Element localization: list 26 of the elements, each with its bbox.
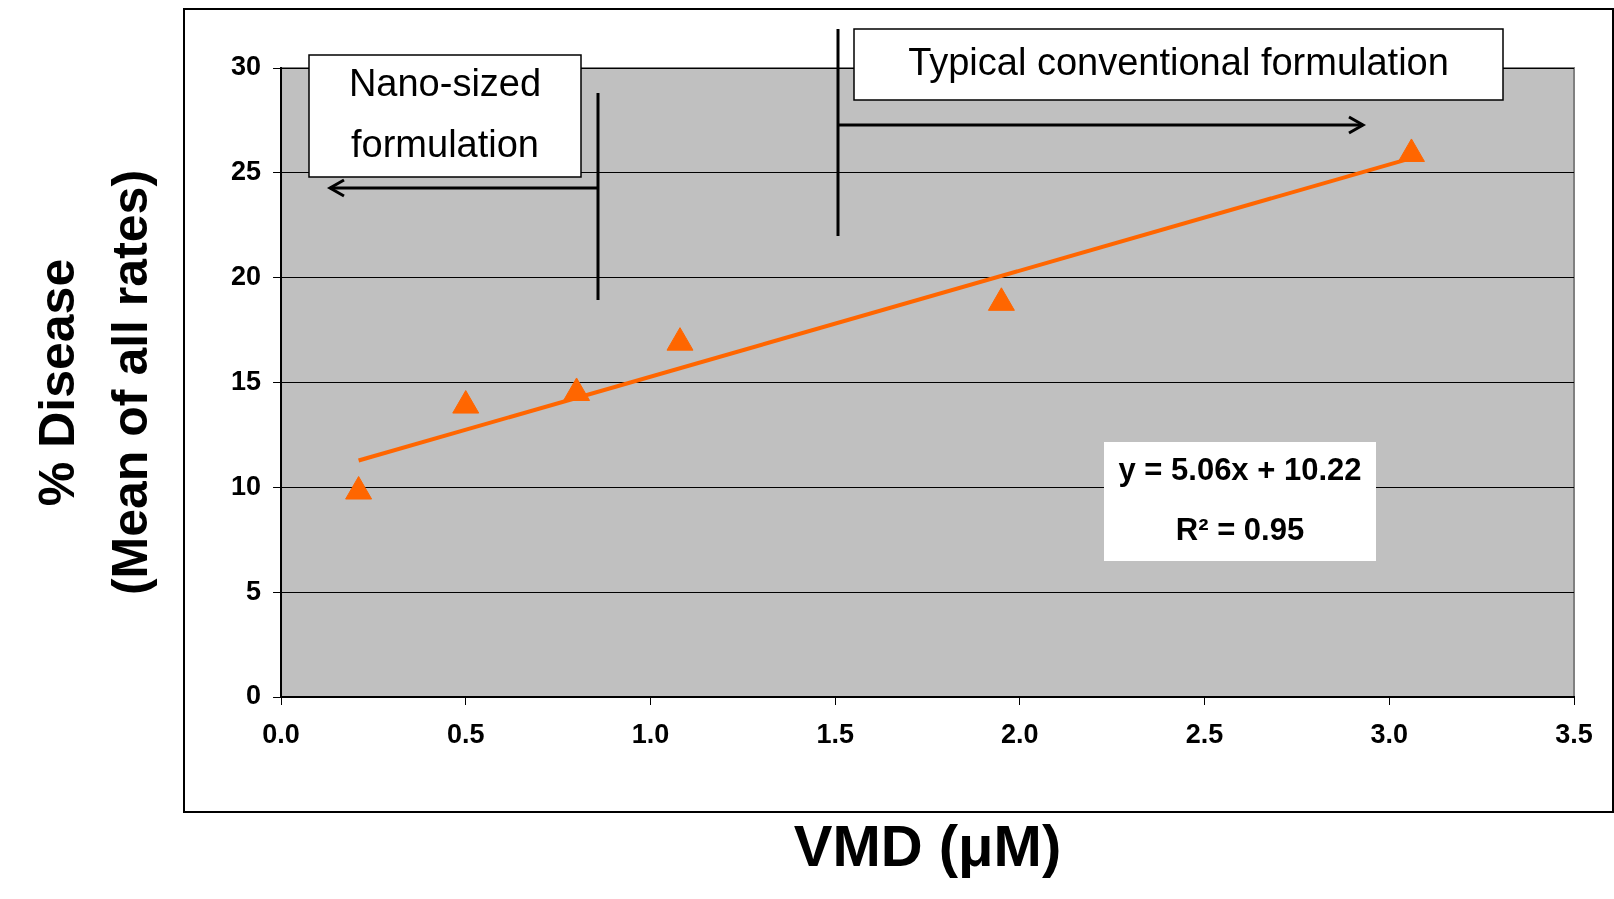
x-axis-title: VMD (μM)	[793, 813, 1062, 879]
point	[452, 390, 480, 414]
point	[1397, 138, 1425, 162]
x-tick-label: 1.5	[816, 718, 854, 749]
point	[563, 377, 591, 401]
x-tick-label: 2.5	[1185, 718, 1224, 749]
y-tick-label: 5	[246, 575, 262, 606]
annotation: Nano-sized formulation	[348, 61, 542, 165]
y-axis-title: % Disease (Mean of all rates)	[29, 169, 158, 596]
point	[345, 476, 373, 500]
y-tick-label: 10	[230, 470, 262, 501]
annotation: Typical conventional formulation	[908, 40, 1449, 83]
y-tick-label: 25	[230, 156, 262, 187]
y-tick-label: 20	[230, 261, 262, 292]
y-tick-label: 0	[246, 680, 262, 711]
y-tick-label: 15	[230, 365, 262, 396]
y-tick-label: 30	[230, 51, 262, 82]
x-tick-label: 0.5	[446, 718, 485, 749]
x-tick-label: 3.5	[1555, 718, 1593, 749]
x-tick-label: 2.0	[1001, 718, 1039, 749]
x-tick-label: 3.0	[1370, 718, 1409, 749]
point	[666, 327, 694, 351]
point	[987, 287, 1015, 311]
x-tick-label: 0.0	[262, 718, 300, 749]
annotation: y = 5.06x + 10.22 R² = 0.95	[1118, 452, 1362, 547]
x-tick-label: 1.0	[631, 718, 670, 749]
